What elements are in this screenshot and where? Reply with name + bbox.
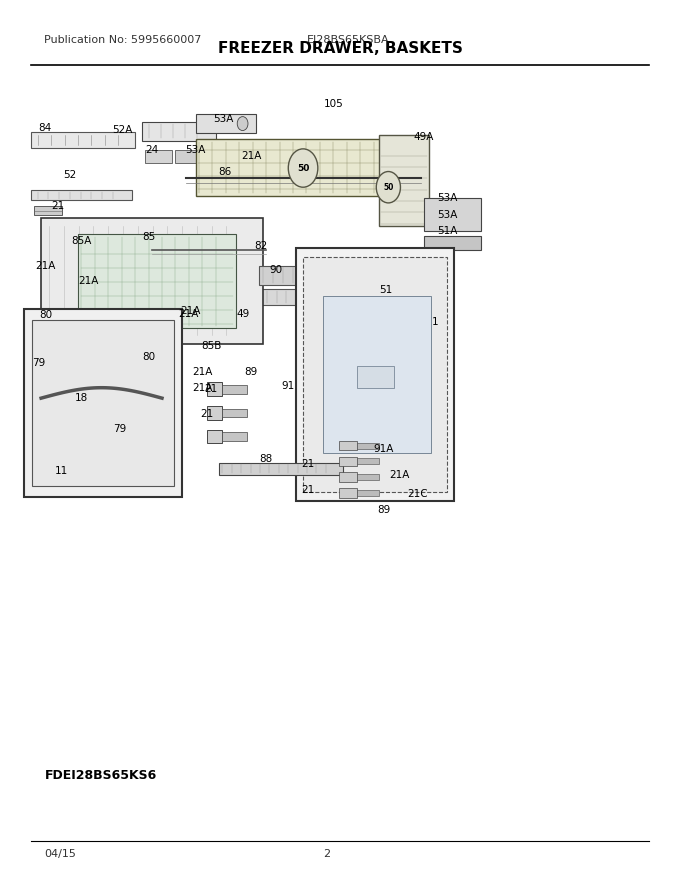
Bar bbox=[222, 152, 262, 163]
Text: 79: 79 bbox=[113, 423, 126, 434]
Text: 21A: 21A bbox=[192, 367, 212, 377]
Text: 21: 21 bbox=[205, 385, 218, 394]
Bar bbox=[222, 408, 248, 417]
Bar bbox=[339, 473, 358, 482]
Text: 49: 49 bbox=[236, 309, 250, 319]
Text: 52: 52 bbox=[63, 170, 77, 180]
Text: 89: 89 bbox=[377, 505, 390, 515]
Text: 90: 90 bbox=[270, 265, 283, 275]
Bar bbox=[34, 207, 62, 215]
Text: 1: 1 bbox=[432, 318, 439, 327]
Text: FDEI28BS65KS6: FDEI28BS65KS6 bbox=[44, 769, 156, 782]
Text: 85A: 85A bbox=[71, 236, 92, 246]
Text: 21: 21 bbox=[301, 458, 314, 468]
Text: 82: 82 bbox=[254, 241, 267, 252]
Text: 85: 85 bbox=[142, 232, 155, 242]
Text: FREEZER DRAWER, BASKETS: FREEZER DRAWER, BASKETS bbox=[218, 41, 462, 56]
Text: 91: 91 bbox=[281, 381, 294, 391]
Bar bbox=[31, 132, 135, 148]
Text: 86: 86 bbox=[218, 166, 231, 177]
Bar bbox=[219, 463, 343, 475]
Bar bbox=[31, 190, 132, 201]
Bar bbox=[253, 290, 424, 304]
Text: 21A: 21A bbox=[181, 306, 201, 316]
Text: 53A: 53A bbox=[185, 144, 205, 155]
Text: 04/15: 04/15 bbox=[44, 849, 76, 859]
Bar bbox=[207, 429, 222, 444]
Bar bbox=[358, 474, 379, 480]
Text: 21A: 21A bbox=[389, 470, 409, 480]
Text: 21: 21 bbox=[201, 409, 214, 419]
Bar bbox=[303, 257, 447, 492]
Text: 50: 50 bbox=[383, 183, 394, 192]
Text: 91A: 91A bbox=[373, 444, 394, 454]
Text: 50: 50 bbox=[297, 164, 309, 172]
Bar bbox=[424, 198, 481, 231]
Bar bbox=[207, 383, 222, 396]
Text: 21C: 21C bbox=[407, 489, 428, 499]
Text: EI28BS65KSBA: EI28BS65KSBA bbox=[307, 34, 389, 45]
Bar bbox=[33, 319, 174, 486]
Text: 18: 18 bbox=[75, 393, 88, 403]
Bar bbox=[339, 457, 358, 466]
Bar bbox=[357, 366, 394, 388]
Text: 105: 105 bbox=[324, 99, 343, 109]
Bar bbox=[175, 150, 219, 163]
Bar bbox=[41, 217, 262, 344]
Text: 88: 88 bbox=[260, 454, 273, 464]
Circle shape bbox=[288, 149, 318, 187]
Text: 80: 80 bbox=[39, 311, 52, 320]
Bar bbox=[358, 489, 379, 495]
Bar bbox=[196, 139, 390, 196]
Text: 2: 2 bbox=[323, 849, 330, 859]
Bar bbox=[339, 488, 358, 497]
Bar bbox=[222, 385, 248, 394]
Bar bbox=[196, 114, 256, 133]
Circle shape bbox=[376, 172, 401, 203]
Text: 85B: 85B bbox=[201, 341, 221, 351]
Text: 84: 84 bbox=[38, 123, 51, 133]
Text: 21A: 21A bbox=[35, 260, 56, 271]
Bar bbox=[379, 135, 429, 226]
Bar bbox=[358, 443, 379, 449]
Bar bbox=[323, 297, 430, 453]
Text: 51: 51 bbox=[379, 285, 392, 295]
Text: 80: 80 bbox=[142, 352, 155, 363]
Bar bbox=[142, 121, 216, 141]
Text: 24: 24 bbox=[146, 144, 158, 155]
Text: 21A: 21A bbox=[78, 276, 99, 286]
Text: 52A: 52A bbox=[112, 125, 133, 135]
Bar bbox=[146, 150, 172, 163]
Text: 49A: 49A bbox=[413, 132, 434, 142]
Text: 53A: 53A bbox=[437, 193, 458, 202]
Text: 21: 21 bbox=[301, 485, 314, 495]
Text: Publication No: 5995660007: Publication No: 5995660007 bbox=[44, 34, 202, 45]
Bar bbox=[24, 309, 182, 496]
Text: 53A: 53A bbox=[213, 114, 233, 124]
Text: 21: 21 bbox=[51, 202, 65, 211]
Text: 21A: 21A bbox=[241, 150, 262, 161]
Text: 79: 79 bbox=[33, 358, 46, 369]
Bar bbox=[222, 432, 248, 441]
Bar bbox=[207, 406, 222, 420]
Text: 11: 11 bbox=[54, 466, 68, 475]
Text: 89: 89 bbox=[245, 367, 258, 377]
Text: 21A: 21A bbox=[192, 383, 212, 392]
Text: 51A: 51A bbox=[437, 226, 458, 236]
Text: 21A: 21A bbox=[179, 309, 199, 319]
Bar bbox=[259, 266, 394, 285]
Circle shape bbox=[237, 117, 248, 130]
Bar bbox=[358, 458, 379, 465]
Bar bbox=[424, 236, 481, 250]
Bar bbox=[41, 342, 53, 347]
Bar bbox=[296, 248, 454, 501]
Text: 53A: 53A bbox=[437, 210, 458, 220]
Bar bbox=[78, 234, 236, 328]
Bar bbox=[339, 441, 358, 451]
